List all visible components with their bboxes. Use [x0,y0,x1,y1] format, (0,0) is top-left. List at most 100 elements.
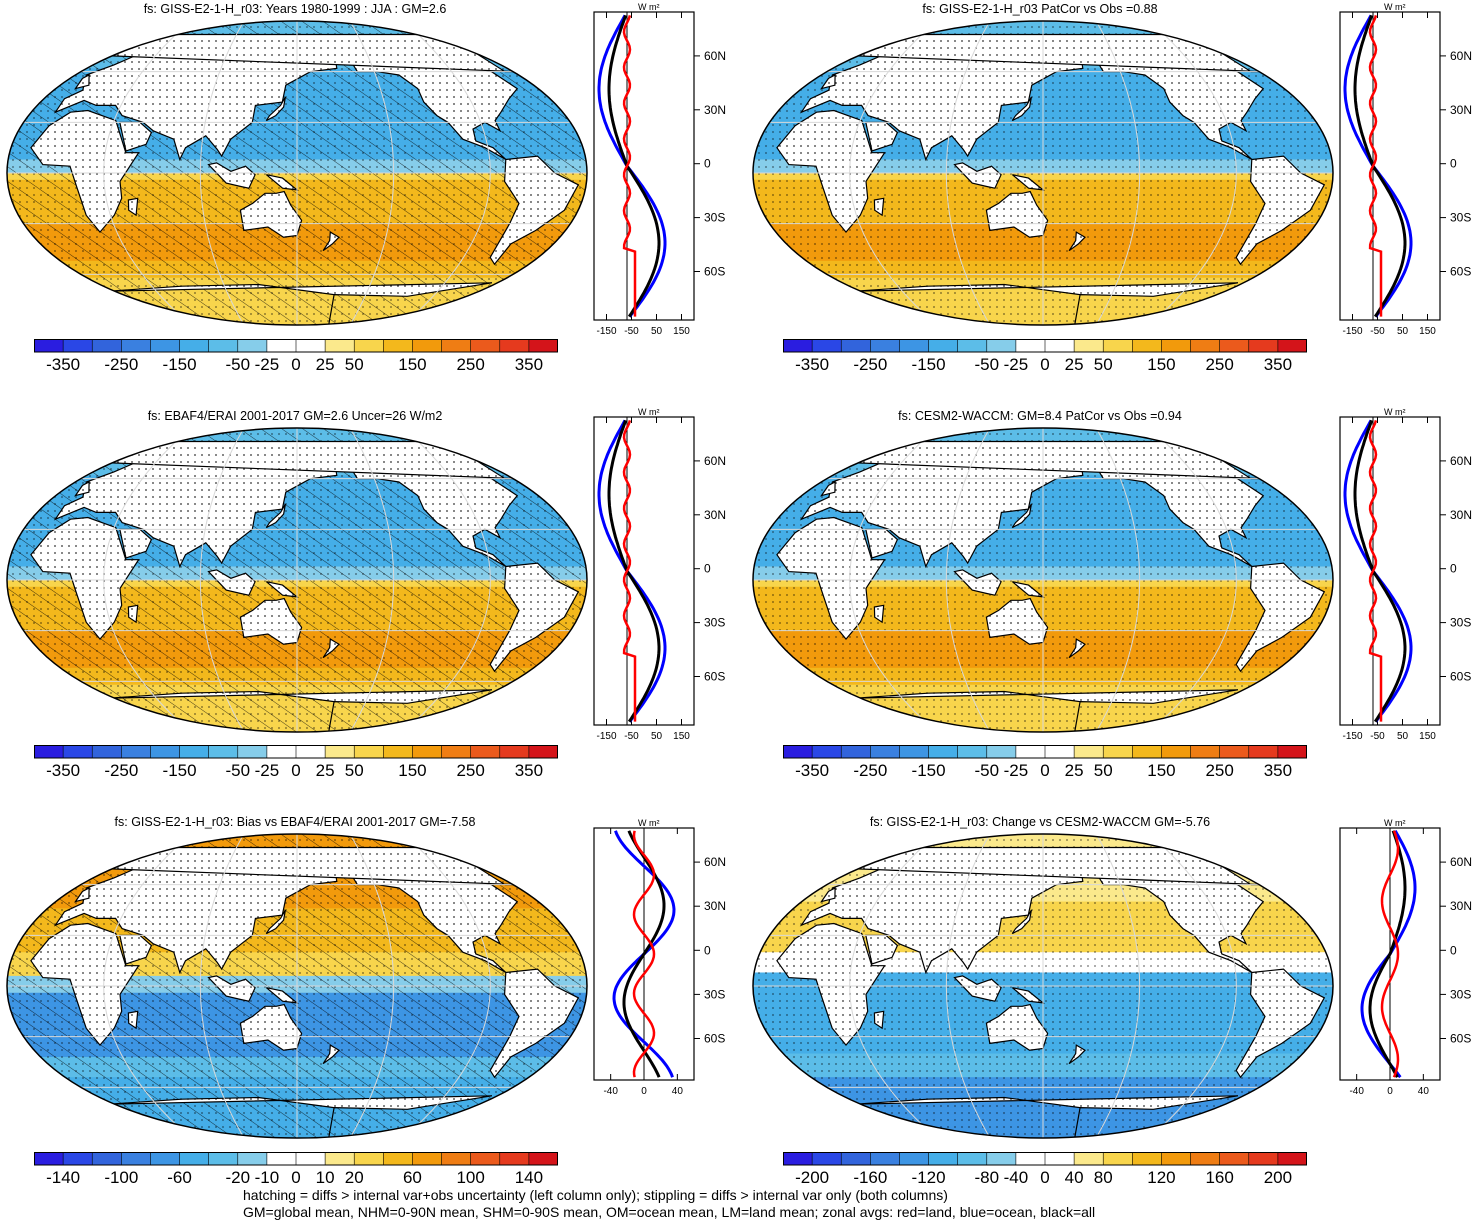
zonal-mean-plot: W m² 60N 30N 0 30S 60S -40 0 40 [593,818,726,1097]
zonal-x-tick-label: -40 [603,1086,618,1097]
zonal-x-tick-label: -50 [1370,326,1385,337]
colorbar-tick-label: -100 [104,1168,139,1187]
colorbar-tick-label: -150 [162,355,197,374]
colorbar-tick-label: 0 [291,761,301,780]
zonal-x-tick-label: 50 [651,326,663,337]
colorbar-tick-label: 0 [1040,1168,1050,1187]
zonal-lat-label: 0 [1450,157,1457,171]
world-map [752,833,1334,1139]
zonal-lat-label: 0 [704,943,711,957]
colorbar-tick-label: 150 [398,355,427,374]
zonal-x-tick-label: 50 [1397,731,1409,742]
colorbar-tick-label: -25 [1003,355,1029,374]
colorbar-tick-label: -350 [795,761,830,780]
colorbar-tick-label: -20 [225,1168,251,1187]
zonal-mean-plot: W m² 60N 30N 0 30S 60S -40 0 40 [1339,818,1472,1097]
zonal-x-tick-label: 40 [1418,1086,1430,1097]
footer-note-means: GM=global mean, NHM=0-90N mean, SHM=0-90… [243,1204,1096,1220]
colorbar-tick-label: 150 [1147,355,1176,374]
world-map [752,20,1334,326]
zonal-unit-label: W m² [638,407,660,417]
colorbar-tick-label: 200 [1263,1168,1293,1187]
colorbar-tick-label: 350 [1263,761,1293,780]
zonal-x-tick-label: -50 [1370,731,1385,742]
zonal-mean-plot: W m² 60N 30N 0 30S 60S -150 -50 50 150 [1339,407,1472,742]
colorbar-tick-label: -140 [46,1168,81,1187]
map-title: fs: GISS-E2-1-H_r03: Change vs CESM2-WAC… [869,815,1211,829]
colorbar-tick-label: 50 [344,761,364,780]
colorbar [783,339,1307,353]
zonal-mean-plot: W m² 60N 30N 0 30S 60S -150 -50 50 150 [1339,2,1472,337]
zonal-lat-label: 0 [704,157,711,171]
colorbar-tick-label: 350 [1263,355,1293,374]
colorbar-tick-label: -150 [911,761,946,780]
zonal-lat-label: 60N [1450,49,1472,63]
colorbar-tick-label: 0 [291,355,301,374]
zonal-x-tick-label: -150 [1342,731,1362,742]
colorbar-tick-label: 350 [514,761,544,780]
zonal-lat-label: 30N [1450,508,1472,522]
map-title: fs: CESM2-WACCM: GM=8.4 PatCor vs Obs =0… [898,409,1182,423]
zonal-lat-label: 30N [704,103,726,117]
zonal-lat-label: 60S [704,265,725,279]
zonal-unit-label: W m² [1384,407,1406,417]
colorbar-tick-label: -50 [225,761,251,780]
zonal-x-tick-label: -50 [624,731,639,742]
colorbar [34,339,558,353]
colorbar-tick-label: 50 [344,355,364,374]
zonal-lat-label: 30N [704,508,726,522]
colorbar-tick-label: 150 [398,761,427,780]
world-map [6,427,588,733]
zonal-x-tick-label: 50 [1397,326,1409,337]
zonal-lat-label: 60N [1450,454,1472,468]
colorbar [34,745,558,759]
colorbar-tick-label: -250 [853,761,888,780]
world-map [6,20,588,326]
colorbar-tick-label: 0 [291,1168,301,1187]
colorbar-tick-label: -160 [853,1168,888,1187]
zonal-lat-label: 30N [1450,899,1472,913]
zonal-unit-label: W m² [1384,2,1406,12]
colorbar-tick-label: 50 [1093,355,1113,374]
colorbar-tick-label: 25 [315,761,335,780]
colorbar-tick-label: -200 [795,1168,830,1187]
zonal-x-tick-label: 0 [641,1086,647,1097]
zonal-mean-plot: W m² 60N 30N 0 30S 60S -150 -50 50 150 [593,407,726,742]
map-title: fs: GISS-E2-1-H_r03 PatCor vs Obs =0.88 [922,2,1158,16]
colorbar-tick-label: 150 [1147,761,1176,780]
zonal-x-tick-label: 150 [673,731,690,742]
colorbar-tick-label: -350 [46,761,81,780]
world-map [6,833,588,1139]
zonal-lat-label: 0 [704,562,711,576]
colorbar-tick-label: -60 [167,1168,192,1187]
zonal-lat-label: 30S [704,616,725,630]
colorbar-tick-label: 60 [402,1168,422,1187]
colorbar [783,1152,1307,1166]
zonal-mean-plot: W m² 60N 30N 0 30S 60S -150 -50 50 150 [593,2,726,337]
zonal-lat-label: 60N [1450,855,1472,869]
map-title: fs: GISS-E2-1-H_r03: Bias vs EBAF4/ERAI … [114,815,476,829]
colorbar [34,1152,558,1166]
zonal-lat-label: 60S [704,1032,725,1046]
colorbar-tick-label: 250 [456,355,485,374]
zonal-lat-label: 0 [1450,562,1457,576]
colorbar-tick-label: -10 [254,1168,280,1187]
zonal-lat-label: 60N [704,49,726,63]
zonal-x-tick-label: 150 [1419,731,1436,742]
zonal-x-tick-label: 150 [673,326,690,337]
zonal-lat-label: 30N [704,899,726,913]
colorbar-tick-label: 25 [1064,761,1084,780]
colorbar-tick-label: -120 [911,1168,946,1187]
zonal-x-tick-label: -50 [624,326,639,337]
zonal-lat-label: 60S [1450,670,1471,684]
colorbar-tick-label: 25 [315,355,335,374]
colorbar-tick-label: 0 [1040,761,1050,780]
zonal-lat-label: 30S [1450,987,1471,1001]
map-title: fs: EBAF4/ERAI 2001-2017 GM=2.6 Uncer=26… [147,409,443,423]
zonal-lat-label: 0 [1450,943,1457,957]
colorbar-tick-label: 20 [344,1168,364,1187]
zonal-x-tick-label: 40 [672,1086,684,1097]
colorbar-tick-label: -150 [162,761,197,780]
zonal-x-tick-label: 150 [1419,326,1436,337]
colorbar-tick-label: 50 [1093,761,1113,780]
